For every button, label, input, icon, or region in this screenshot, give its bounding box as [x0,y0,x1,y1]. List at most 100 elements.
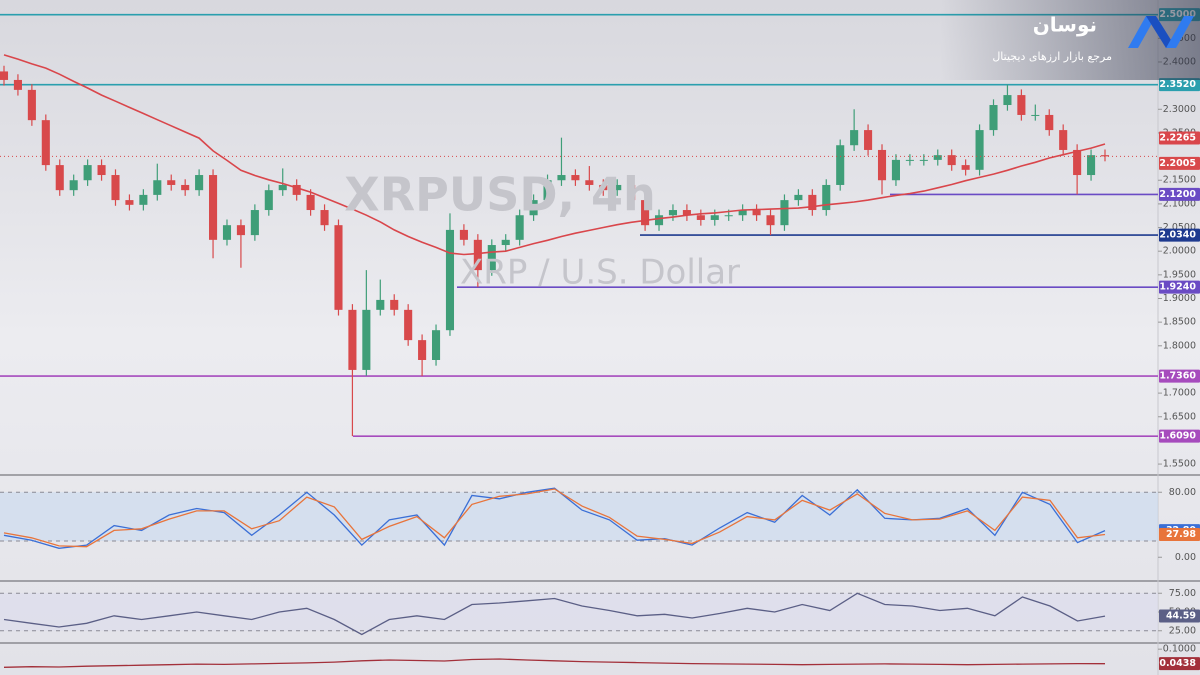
y-tick-label: 1.9500 [1163,269,1196,280]
candle-body [41,120,50,166]
candle-body [97,165,106,176]
indicator-value-label: 0.0438 [1159,658,1196,669]
level-label-box [1159,187,1200,201]
candle-body [905,159,914,161]
indicator-line [3,488,1106,548]
watermark-title: XRPUSD, 4h [344,168,656,222]
candle-body [641,200,650,226]
indicator-value-box [1159,528,1200,542]
candle-body [529,200,538,216]
candle-body [431,330,441,360]
y-tick-label: 1.5500 [1163,459,1196,470]
candle-body [27,89,36,121]
candle-body [209,175,218,240]
y-tick-label: 1.9000 [1163,293,1196,304]
candle-body [0,71,9,80]
y-tick-label: 1.7000 [1163,388,1196,399]
candle-body [473,239,482,271]
candle-body [250,210,259,236]
candle-body [864,130,873,150]
candle-body [696,215,705,220]
logo-title: نوسان [1033,13,1097,37]
candle-body [181,184,190,191]
indicator-line [3,592,1106,636]
y-tick-label: 0.1000 [1163,644,1196,655]
candle-body [236,225,245,236]
candle-body [794,194,803,201]
candle-body [557,175,566,181]
candle-body [222,225,232,240]
candle-body [445,229,455,331]
guide-band [0,593,1158,631]
y-tick-label: 2.0500 [1163,222,1196,233]
y-tick-label: 2.1000 [1163,198,1196,209]
candle-body [1031,114,1040,116]
guide-band [0,492,1158,541]
candle-body [13,79,22,90]
candle-body [724,215,733,217]
candle-body [376,299,385,310]
candle-body [947,155,956,166]
level-label-box [1159,369,1200,383]
candle-body [613,184,622,191]
candle-body [1017,95,1026,115]
candle-body [989,105,998,131]
candle-body [808,194,817,211]
candle-body [167,180,176,185]
candle-body [961,165,970,170]
candle-body [1087,155,1096,176]
level-label: 1.7360 [1159,371,1196,382]
candle-body [654,215,664,226]
candle-body [264,190,273,211]
candle-body [780,200,789,226]
level-label: 2.1200 [1159,189,1196,200]
candle-body [459,229,468,240]
y-tick-label: 2.0000 [1163,246,1196,257]
last-price-label: 2.2005 [1159,158,1196,169]
y-tick-label: 0.00 [1175,552,1196,563]
logo-shade [940,0,1200,80]
candle-body [738,210,747,216]
indicator-value-label: 44.59 [1166,611,1196,622]
indicator-value-label: 27.98 [1166,529,1196,540]
y-tick-label: 75.00 [1169,588,1196,599]
candle-body [348,309,357,370]
logo-subtitle: مرجع بازار ارزهای دیجیتال [992,50,1112,63]
candle-body [515,215,524,240]
moving-average [3,54,1106,256]
candle-body [153,180,162,195]
candle-body [362,309,371,370]
y-tick-label: 2.3000 [1163,104,1196,115]
candle-body [111,175,120,201]
candle-body [487,245,496,271]
y-tick-label: 1.6500 [1163,411,1196,422]
candle-body [125,200,134,205]
indicator-value-box [1159,609,1200,623]
candle-body [1003,95,1012,106]
level-label: 2.0340 [1159,230,1196,241]
candle-body [543,180,552,201]
candle-body [933,155,942,160]
candle-body [306,194,315,211]
candle-body [850,130,859,146]
candle-body [627,184,636,201]
level-label: 2.3520 [1159,79,1196,90]
level-label-box [1159,78,1200,92]
level-label-box [1159,280,1200,294]
indicator-value-box [1159,657,1200,671]
y-tick-label: 25.00 [1169,625,1196,636]
candle-body [83,165,92,181]
y-tick-label: 1.8500 [1163,317,1196,328]
candle-body [278,184,287,191]
candle-body [501,239,510,246]
candle-body [682,210,691,216]
candle-body [292,184,301,195]
candle-body [1100,155,1110,157]
watermark-subtitle: XRP / U.S. Dollar [460,253,740,293]
candle-body [599,184,608,191]
level-label: 1.6090 [1159,431,1196,442]
candle-body [585,180,594,185]
